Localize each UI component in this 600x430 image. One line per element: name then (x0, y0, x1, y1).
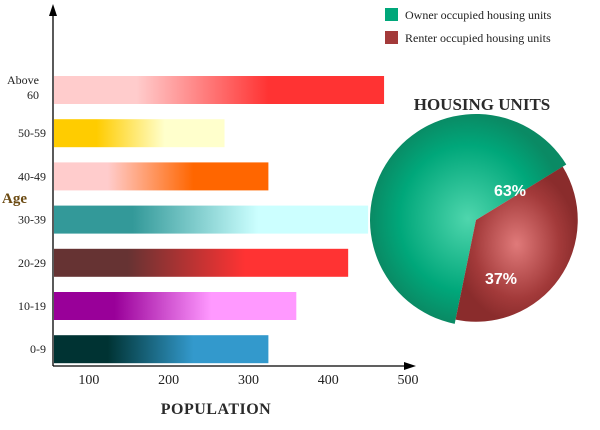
category-label: 30-39 (18, 213, 46, 227)
x-tick-labels: 100 200 300 400 500 (78, 373, 418, 388)
bar-30-39 (54, 205, 369, 234)
x-tick-label: 300 (238, 373, 259, 388)
pie-value-label: 63% (494, 183, 526, 200)
legend-swatch-owner (385, 8, 398, 21)
category-label: 0-9 (30, 342, 46, 356)
x-tick-label: 200 (158, 373, 179, 388)
bar-50-59 (54, 119, 225, 148)
legend-label-renter: Renter occupied housing units (405, 31, 551, 45)
pie-slice-renter (455, 166, 578, 322)
category-label: 40-49 (18, 169, 46, 183)
legend-swatch-renter (385, 31, 398, 44)
y-axis-label: Age (2, 191, 27, 207)
legend-label-owner: Owner occupied housing units (405, 8, 552, 22)
category-label: 10-19 (18, 299, 46, 313)
bar-10-19 (54, 292, 297, 320)
y-axis-arrow-icon (49, 4, 57, 16)
category-label: 50-59 (18, 126, 46, 140)
category-label: 20-29 (18, 256, 46, 270)
x-tick-label: 400 (318, 373, 339, 388)
x-tick-label: 100 (78, 373, 99, 388)
x-axis-arrow-icon (404, 362, 416, 370)
x-axis-label: POPULATION (161, 401, 271, 418)
pie-slice-owner (370, 114, 567, 324)
pie-title: HOUSING UNITS (414, 95, 551, 114)
bar-40-49 (54, 162, 269, 191)
bar-0-9 (54, 335, 269, 364)
category-label: Above 60 (7, 73, 39, 102)
pie-value-label: 37% (485, 271, 517, 288)
pie-chart: 63% 37% (370, 114, 578, 324)
category-labels: Above 60 50-59 40-49 30-39 20-29 10-19 0-9 (7, 73, 46, 356)
bar-series (54, 76, 385, 364)
bar-20-29 (54, 248, 349, 277)
legend: Owner occupied housing units Renter occu… (385, 8, 552, 45)
x-tick-label: 500 (398, 373, 419, 388)
bar-above-60 (54, 76, 385, 104)
